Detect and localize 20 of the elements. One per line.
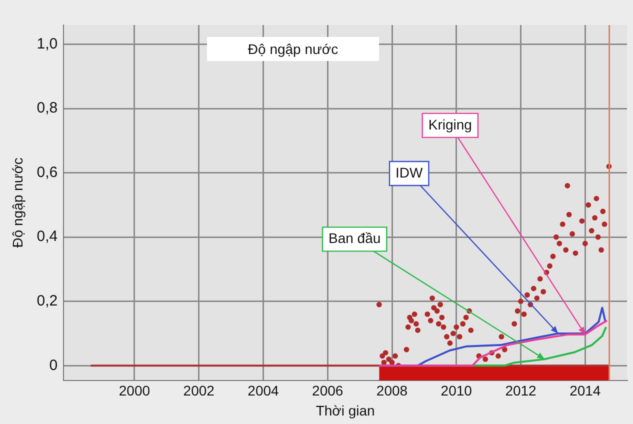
text: Kriging xyxy=(428,116,472,132)
x-tick-label: 2006 xyxy=(312,382,344,399)
x-tick-label: 2004 xyxy=(248,382,280,399)
y-tick-label: 0,4 xyxy=(36,228,58,246)
y-tick-label: 0,6 xyxy=(36,164,58,181)
x-tick-label: 2000 xyxy=(118,382,150,399)
title-box: Độ ngập nước xyxy=(207,37,379,61)
text: Ban đầu xyxy=(328,230,381,246)
x-tick-label: 2014 xyxy=(570,382,601,399)
x-tick-label: 2012 xyxy=(505,382,537,399)
x-tick-label: 2010 xyxy=(440,382,472,399)
x-tick-label: 2008 xyxy=(376,382,408,399)
y-tick-label: 0,8 xyxy=(36,100,58,117)
y-axis-title: Độ ngập nước xyxy=(9,158,26,248)
x-tick-label: 2002 xyxy=(183,382,215,399)
y-tick-label: 0,2 xyxy=(36,292,58,310)
x-axis-title: Thời gian xyxy=(316,402,375,418)
y-tick-label: 0 xyxy=(49,356,58,374)
y-tick-label: 1,0 xyxy=(36,35,58,52)
text: IDW xyxy=(396,164,424,180)
